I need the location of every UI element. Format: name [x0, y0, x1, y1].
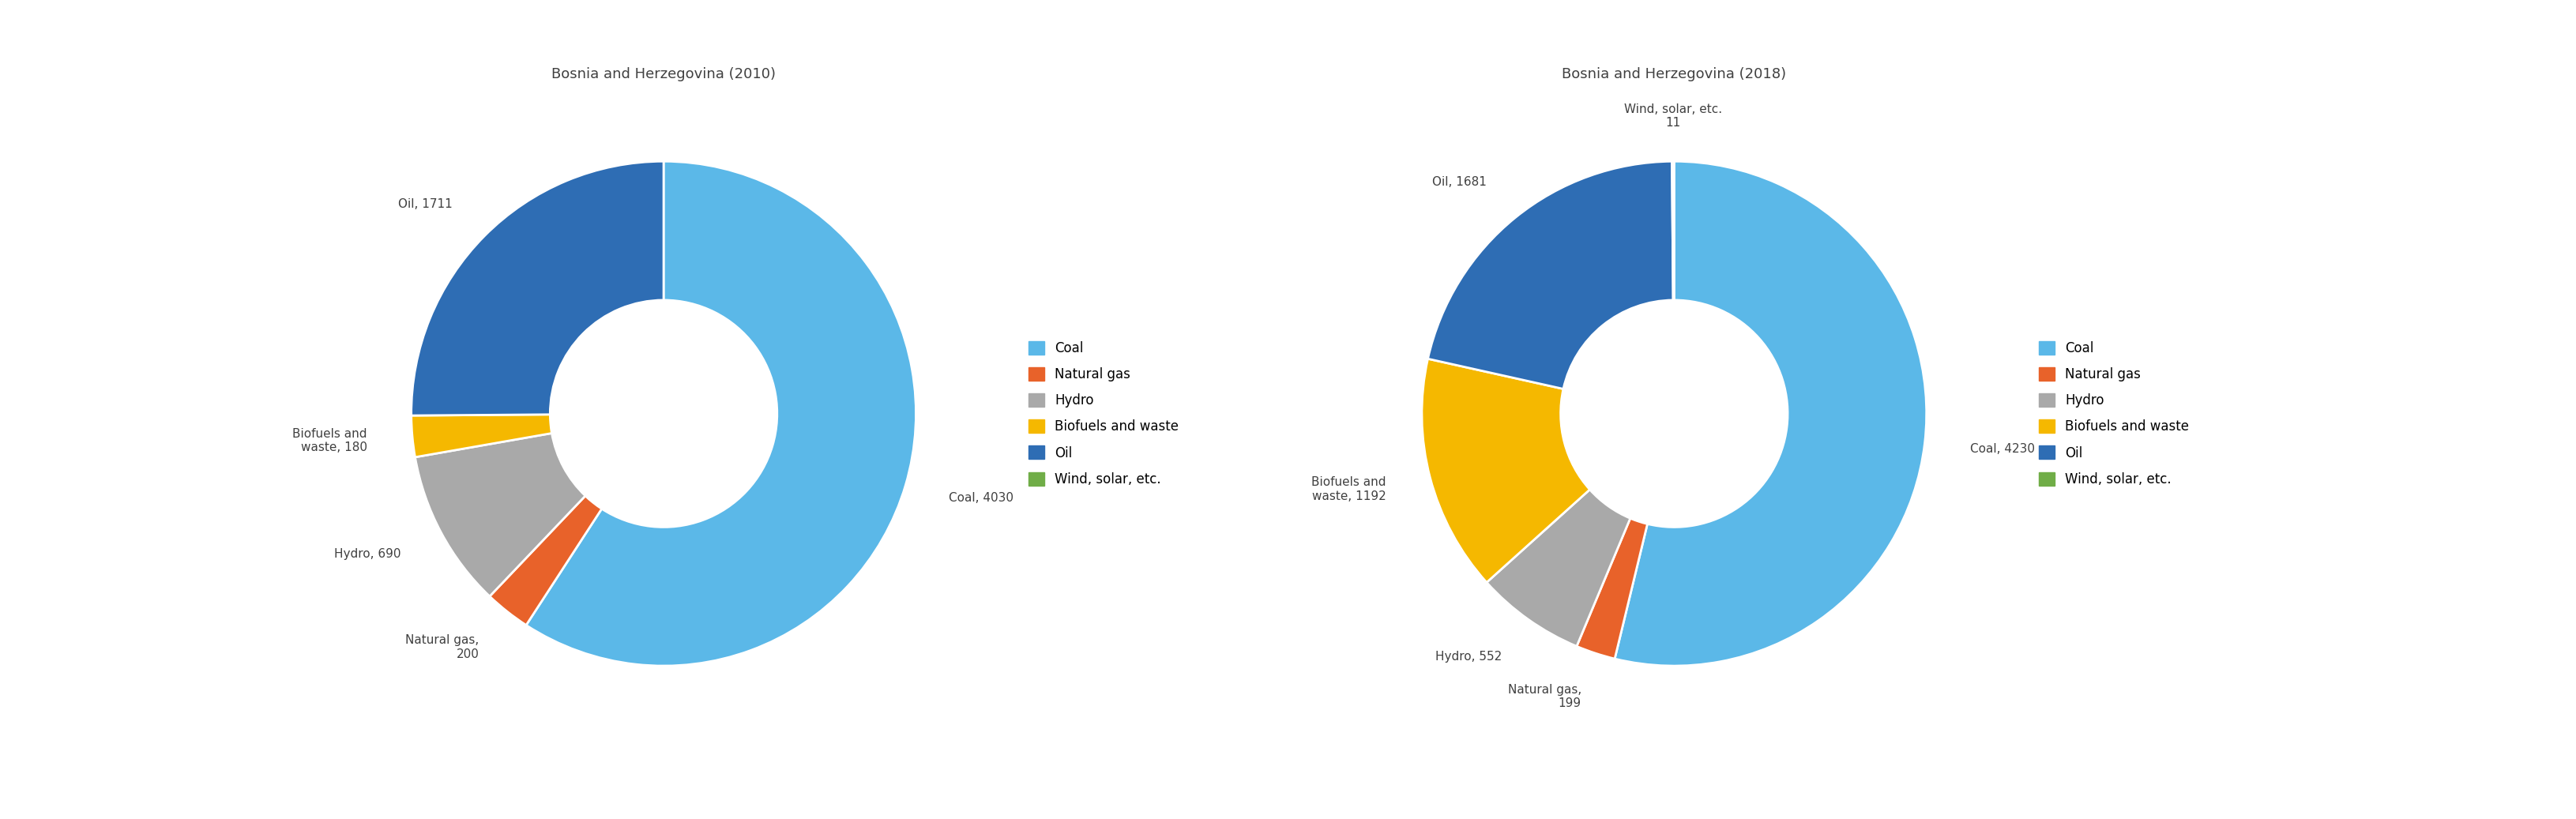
Text: Oil, 1681: Oil, 1681 [1432, 176, 1486, 188]
Legend: Coal, Natural gas, Hydro, Biofuels and waste, Oil, Wind, solar, etc.: Coal, Natural gas, Hydro, Biofuels and w… [2032, 334, 2195, 493]
Wedge shape [412, 161, 665, 415]
Text: Biofuels and
waste, 1192: Biofuels and waste, 1192 [1311, 477, 1386, 502]
Wedge shape [1615, 161, 1927, 666]
Wedge shape [1577, 518, 1646, 658]
Wedge shape [526, 161, 914, 666]
Wedge shape [412, 414, 551, 457]
Title: Bosnia and Herzegovina (2018): Bosnia and Herzegovina (2018) [1561, 67, 1785, 82]
Title: Bosnia and Herzegovina (2010): Bosnia and Herzegovina (2010) [551, 67, 775, 82]
Wedge shape [1422, 359, 1589, 582]
Text: Hydro, 552: Hydro, 552 [1435, 650, 1502, 663]
Text: Hydro, 690: Hydro, 690 [335, 548, 402, 560]
Text: Biofuels and
waste, 180: Biofuels and waste, 180 [291, 428, 366, 454]
Text: Coal, 4230: Coal, 4230 [1968, 443, 2035, 455]
Text: Natural gas,
199: Natural gas, 199 [1507, 684, 1582, 709]
Wedge shape [1486, 490, 1631, 646]
Text: Wind, solar, etc.
11: Wind, solar, etc. 11 [1623, 103, 1721, 129]
Legend: Coal, Natural gas, Hydro, Biofuels and waste, Oil, Wind, solar, etc.: Coal, Natural gas, Hydro, Biofuels and w… [1023, 334, 1185, 493]
Wedge shape [489, 495, 603, 625]
Wedge shape [415, 433, 585, 596]
Wedge shape [1427, 161, 1672, 389]
Text: Coal, 4030: Coal, 4030 [948, 492, 1012, 504]
Text: Natural gas,
200: Natural gas, 200 [404, 635, 479, 660]
Text: Oil, 1711: Oil, 1711 [397, 198, 453, 210]
